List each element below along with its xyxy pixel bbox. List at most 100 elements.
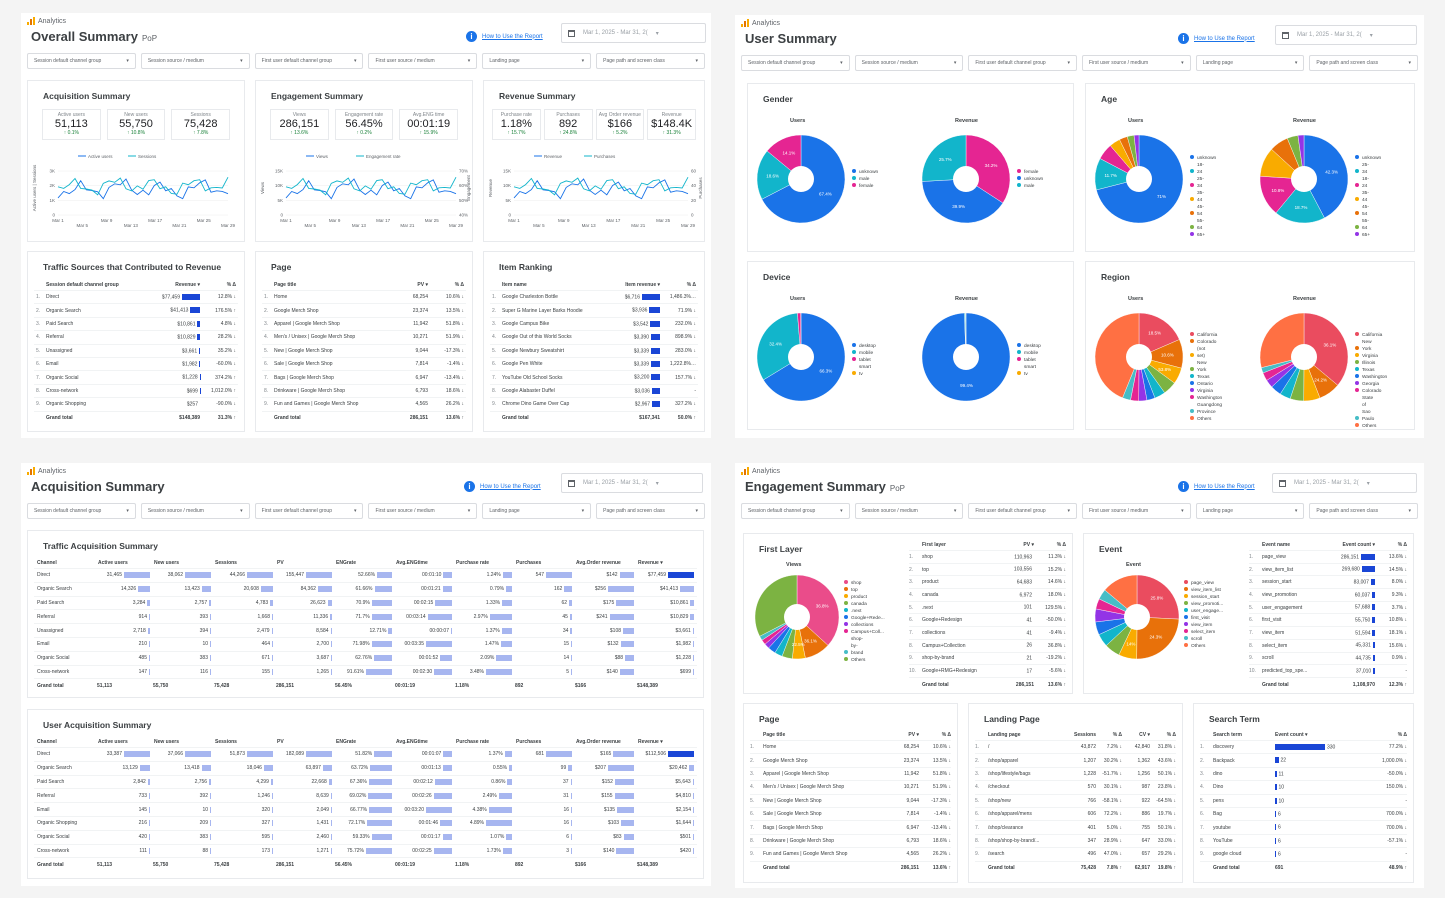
table-row[interactable]: 5. .next 101 129.5% ↓: [909, 602, 1066, 615]
table-row[interactable]: 1. Direct $77,459 12.8% ↓: [34, 291, 238, 305]
date-range-picker[interactable]: Mar 1, 2025 - Mar 31, 2(▾: [1272, 473, 1417, 493]
table-row[interactable]: 7./shop/clearance 401 5.0% ↓ 755 50.1% ↓: [975, 821, 1176, 835]
filter-dropdown[interactable]: First user source / medium: [1082, 503, 1191, 519]
table-row[interactable]: Direct 31,465 38,062 44,266 155,447 52.66% 00:…: [34, 569, 697, 583]
table-row[interactable]: 8./shop/shop-by-brand/... 347 28.9% ↓ 647 33…: [975, 835, 1176, 849]
table-row[interactable]: 9. Chrome Dino Game Over Cap $2,967 327.2% …: [490, 398, 698, 412]
table-row[interactable]: 3. dino 11 -50.0% ↓: [1200, 768, 1407, 782]
table-row[interactable]: 1. shop 110,963 11.3% ↓: [909, 551, 1066, 564]
table-row[interactable]: Unassigned 2,718 394 2,479 8,584 12.71% 00:00:…: [34, 624, 697, 638]
table-row[interactable]: 9. shop-by-brand 21 -19.2% ↓: [909, 653, 1066, 666]
table-row[interactable]: 10. Google+RMG+Redesign 17 -5.6% ↓: [909, 665, 1066, 678]
table-row[interactable]: 1. Home 68,254 10.6% ↓: [262, 291, 466, 305]
filter-dropdown[interactable]: Session default channel group: [27, 503, 136, 519]
table-row[interactable]: 3. Apparel | Google Merch Shop 11,942 51.8%…: [750, 768, 951, 782]
pie-slice[interactable]: [1104, 574, 1138, 618]
pie-slice[interactable]: [766, 134, 802, 180]
table-row[interactable]: 8. YouTube 6 -57.1% ↓: [1200, 835, 1407, 849]
filter-dropdown[interactable]: Landing page: [482, 53, 592, 69]
table-row[interactable]: 7. YouTube Old School Socks $3,200 157.7% ↓: [490, 371, 698, 385]
table-row[interactable]: 7. view_item 51,594 18.1% ↓: [1249, 627, 1407, 640]
table-row[interactable]: Organic Shopping 216 209 327 1,431 72.17% 00:0…: [34, 817, 697, 831]
table-row[interactable]: 6. Sale | Google Merch Shop 7,814 -1.4% ↓: [750, 808, 951, 822]
table-row[interactable]: 2. Backpack 22 1,000.0% ↓: [1200, 754, 1407, 768]
table-row[interactable]: Email 210 10 464 2,700 71.98% 00:03:35 1.47% 15 $…: [34, 638, 697, 652]
table-row[interactable]: 1. Home 68,254 10.6% ↓: [750, 741, 951, 755]
table-row[interactable]: 3./shop/lifestyle/bags 1,228 -51.7% ↓ 1,256…: [975, 768, 1176, 782]
pie-slice[interactable]: [921, 134, 967, 182]
table-row[interactable]: 9. Fun and Games | Google Merch Shop 4,565…: [262, 398, 466, 412]
filter-dropdown[interactable]: Session source / medium: [854, 503, 964, 519]
pie-slice[interactable]: [756, 150, 802, 200]
table-row[interactable]: 8. Drinkware | Google Merch Shop 6,793 18.6…: [750, 835, 951, 849]
table-row[interactable]: 5. Unassigned $3,661 35.2% ↓: [34, 345, 238, 358]
filter-dropdown[interactable]: Session source / medium: [854, 55, 964, 71]
date-range-picker[interactable]: Mar 1, 2025 - Mar 31, 2(▾: [1275, 25, 1417, 45]
table-row[interactable]: 4. Google Out of this World Socks $3,390 89…: [490, 331, 698, 345]
pie-slice[interactable]: [1303, 134, 1349, 219]
table-row[interactable]: 1. Google Charleston Bottle $6,716 1,486.3%…: [490, 291, 698, 305]
pie-slice[interactable]: [1136, 574, 1180, 620]
table-row[interactable]: Cross-network 111 88 173 1,271 75.72% 00:02:25…: [34, 845, 697, 859]
table-row[interactable]: 9. scroll 44,735 0.9% ↓: [1249, 653, 1407, 666]
table-row[interactable]: 8. Drinkware | Google Merch Shop 6,793 18.6…: [262, 385, 466, 399]
filter-dropdown[interactable]: Page path and screen class: [596, 503, 705, 519]
filter-dropdown[interactable]: First user source / medium: [1082, 55, 1191, 71]
help-link[interactable]: i How to Use the Report: [1178, 481, 1255, 492]
table-row[interactable]: 8. select_item 45,331 15.6% ↓: [1249, 640, 1407, 653]
filter-dropdown[interactable]: Session source / medium: [140, 53, 250, 69]
pie-slice[interactable]: [1303, 312, 1349, 386]
table-row[interactable]: 4./checkout 570 30.1% ↓ 987 23.8% ↓: [975, 781, 1176, 795]
table-row[interactable]: Organic Social 485 383 671 3,687 62.76% 00:01:…: [34, 652, 697, 666]
table-row[interactable]: 7. youtube 6 700.0% ↓: [1200, 821, 1407, 835]
date-range-picker[interactable]: Mar 1, 2025 - Mar 31, 2(▾: [561, 473, 703, 493]
help-link[interactable]: i How to Use the Report: [1178, 33, 1255, 44]
table-row[interactable]: Referral 914 393 1,668 11,336 71.7% 00:03:14 2.…: [34, 610, 697, 625]
table-row[interactable]: 5. Google Newbury Sweatshirt $3,339 283.0% …: [490, 345, 698, 358]
filter-dropdown[interactable]: Page path and screen class: [1309, 55, 1419, 71]
table-row[interactable]: Cross-network 147 116 155 1,265 91.61% 00:02:3…: [34, 666, 697, 680]
table-row[interactable]: 1. discovery 330 77.2% ↓: [1200, 741, 1407, 755]
pie-slice[interactable]: [1094, 312, 1140, 399]
table-row[interactable]: 7. Organic Social $1,228 374.2% ↑: [34, 371, 238, 385]
filter-dropdown[interactable]: First user source / medium: [368, 503, 478, 519]
table-row[interactable]: 4. Men's / Unisex | Google Merch Shop 10,2…: [262, 331, 466, 345]
table-row[interactable]: 6. Google Pen White $3,339 1,222.8%…: [490, 358, 698, 372]
filter-dropdown[interactable]: First user default channel group: [968, 55, 1078, 71]
table-row[interactable]: 2. Super G Marine Layer Barks Hoodie $3,93…: [490, 304, 698, 318]
table-row[interactable]: 6. Bag 6 700.0% ↓: [1200, 808, 1407, 822]
table-row[interactable]: Referral 733 392 1,246 8,639 69.02% 00:02:26 2.…: [34, 789, 697, 804]
filter-dropdown[interactable]: Session source / medium: [140, 503, 250, 519]
table-row[interactable]: 9. google cloud 6-: [1200, 848, 1407, 862]
table-row[interactable]: 4. canada 6,972 18.0% ↓: [909, 589, 1066, 602]
pie-slice[interactable]: [1275, 178, 1325, 224]
table-row[interactable]: 1. page_view 286,151 13.6% ↓: [1249, 551, 1407, 564]
table-row[interactable]: 7. Bags | Google Merch Shop 6,947 -13.4% ↓: [750, 821, 951, 835]
filter-dropdown[interactable]: Session default channel group: [741, 503, 850, 519]
table-row[interactable]: Organic Social 420 383 595 2,460 59.33% 00:01:…: [34, 831, 697, 845]
table-row[interactable]: 2. Google Merch Shop 23,374 13.5% ↓: [750, 754, 951, 768]
filter-dropdown[interactable]: Landing page: [1195, 55, 1305, 71]
table-row[interactable]: 6./shop/apparel/mens 606 72.2% ↓ 886 19.7% ↓: [975, 808, 1176, 822]
table-row[interactable]: 2. Organic Search $41,413 176.5% ↑: [34, 304, 238, 318]
table-row[interactable]: 8. Google Alabaster Duffel $3,036-: [490, 385, 698, 399]
table-row[interactable]: 3. product 64,683 14.6% ↓: [909, 576, 1066, 590]
table-row[interactable]: 6. Sale | Google Merch Shop 7,814 -1.4% ↓: [262, 358, 466, 372]
table-row[interactable]: 3. Apparel | Google Merch Shop 11,942 51.8%…: [262, 318, 466, 332]
table-row[interactable]: Paid Search 3,284 2,757 4,783 26,623 70.9% 00:…: [34, 597, 697, 611]
filter-dropdown[interactable]: Session default channel group: [27, 53, 136, 69]
table-row[interactable]: 2./shop/apparel 1,207 30.2% ↓ 1,362 43.6% ↓: [975, 754, 1176, 768]
table-row[interactable]: 6. Google+Redesign 41 -50.0% ↓: [909, 614, 1066, 628]
table-row[interactable]: 4. view_promotion 60,037 9.3% ↓: [1249, 589, 1407, 602]
help-link[interactable]: i How to Use the Report: [466, 31, 543, 42]
table-row[interactable]: 1./43,872 7.2% ↓ 42,840 31.8% ↓: [975, 741, 1176, 755]
table-row[interactable]: 5. user_engagement 57,688 3.7% ↓: [1249, 602, 1407, 615]
pie-slice[interactable]: [796, 574, 840, 646]
date-range-picker[interactable]: Mar 1, 2025 - Mar 31, 2(▾: [561, 23, 706, 43]
filter-dropdown[interactable]: Page path and screen class: [596, 53, 705, 69]
pie-slice[interactable]: [1138, 312, 1180, 358]
table-row[interactable]: 7. collections 41 -9.4% ↓: [909, 627, 1066, 640]
table-row[interactable]: 5. pens 10-: [1200, 795, 1407, 808]
table-row[interactable]: Organic Search 13,129 13,418 18,046 63,897 63…: [34, 762, 697, 776]
table-row[interactable]: 3. session_start 83,007 8.0% ↓: [1249, 576, 1407, 590]
